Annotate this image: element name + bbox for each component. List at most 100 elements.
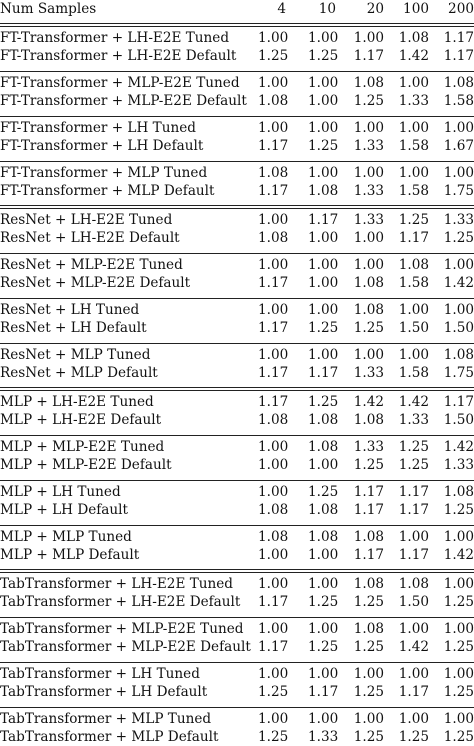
section-rule xyxy=(0,435,474,436)
table-row: ResNet + LH Default 1.17 1.25 1.25 1.50 1.50 xyxy=(0,319,474,337)
value-cell: 1.08 xyxy=(353,75,384,91)
row-label: TabTransformer + MLP-E2E Tuned xyxy=(0,621,244,637)
value-cell: 1.17 xyxy=(353,484,384,500)
value-cell: 1.08 xyxy=(308,412,339,428)
value-cell: 1.00 xyxy=(353,666,384,682)
value-cell: 1.25 xyxy=(353,639,384,655)
value-cell: 1.00 xyxy=(443,165,474,181)
row-label: MLP + MLP-E2E Default xyxy=(0,457,172,473)
value-cell: 1.42 xyxy=(398,394,429,410)
value-cell: 1.33 xyxy=(443,457,474,473)
value-cell: 1.00 xyxy=(308,75,339,91)
value-cell: 1.58 xyxy=(398,365,429,381)
value-cell: 1.00 xyxy=(308,621,339,637)
value-cell: 1.00 xyxy=(353,347,384,363)
value-cell: 1.00 xyxy=(258,666,289,682)
section-rule xyxy=(0,525,474,526)
value-cell: 1.00 xyxy=(308,302,339,318)
value-cell: 1.00 xyxy=(308,93,339,109)
value-cell: 1.33 xyxy=(353,138,384,154)
value-cell: 1.50 xyxy=(398,320,429,336)
value-cell: 1.00 xyxy=(398,621,429,637)
value-cell: 1.00 xyxy=(258,120,289,136)
row-label: TabTransformer + LH Default xyxy=(0,684,208,700)
row-label: FT-Transformer + LH Default xyxy=(0,138,204,154)
double-rule xyxy=(0,23,474,27)
value-cell: 1.00 xyxy=(258,302,289,318)
value-cell: 1.00 xyxy=(353,711,384,727)
table-row: MLP + MLP Tuned 1.08 1.08 1.08 1.00 1.00 xyxy=(0,528,474,546)
row-label: MLP + LH Default xyxy=(0,502,128,518)
value-cell: 1.00 xyxy=(443,666,474,682)
value-cell: 1.42 xyxy=(398,48,429,64)
value-cell: 1.25 xyxy=(443,502,474,518)
value-cell: 1.00 xyxy=(398,666,429,682)
value-cell: 1.50 xyxy=(443,412,474,428)
value-cell: 1.08 xyxy=(308,183,339,199)
value-cell: 1.08 xyxy=(258,165,289,181)
table-row: MLP + LH Tuned 1.00 1.25 1.17 1.17 1.08 xyxy=(0,483,474,501)
value-cell: 1.33 xyxy=(353,212,384,228)
table-row: ResNet + LH Tuned 1.00 1.00 1.08 1.00 1.00 xyxy=(0,301,474,319)
value-cell: 1.08 xyxy=(443,347,474,363)
table-row: FT-Transformer + MLP-E2E Default 1.08 1.00… xyxy=(0,92,474,110)
value-cell: 1.00 xyxy=(258,547,289,563)
value-cell: 1.08 xyxy=(443,484,474,500)
value-cell: 1.17 xyxy=(398,230,429,246)
value-cell: 1.00 xyxy=(308,257,339,273)
value-cell: 1.42 xyxy=(353,394,384,410)
value-cell: 1.33 xyxy=(353,183,384,199)
value-cell: 1.00 xyxy=(398,165,429,181)
table-row: FT-Transformer + LH-E2E Default 1.25 1.25 1… xyxy=(0,47,474,65)
value-cell: 1.00 xyxy=(258,347,289,363)
row-label: FT-Transformer + LH-E2E Tuned xyxy=(0,30,230,46)
table-row: FT-Transformer + LH Tuned 1.00 1.00 1.00 1.0… xyxy=(0,119,474,137)
value-cell: 1.25 xyxy=(353,93,384,109)
row-label: FT-Transformer + MLP-E2E Tuned xyxy=(0,75,240,91)
value-cell: 1.00 xyxy=(308,30,339,46)
value-cell: 1.00 xyxy=(353,30,384,46)
value-cell: 1.08 xyxy=(258,412,289,428)
row-label: ResNet + MLP Tuned xyxy=(0,347,151,363)
value-cell: 1.25 xyxy=(308,320,339,336)
value-cell: 1.17 xyxy=(353,502,384,518)
value-cell: 1.08 xyxy=(353,275,384,291)
value-cell: 1.00 xyxy=(353,120,384,136)
value-cell: 1.00 xyxy=(443,621,474,637)
row-label: FT-Transformer + MLP Default xyxy=(0,183,215,199)
value-cell: 1.25 xyxy=(443,230,474,246)
value-cell: 1.00 xyxy=(398,711,429,727)
row-label: MLP + LH Tuned xyxy=(0,484,121,500)
row-label: MLP + LH-E2E Tuned xyxy=(0,394,154,410)
table-row: TabTransformer + MLP Default 1.25 1.33 1.25… xyxy=(0,728,474,746)
value-cell: 1.00 xyxy=(258,30,289,46)
double-rule xyxy=(0,205,474,209)
row-label: ResNet + LH Default xyxy=(0,320,147,336)
value-cell: 1.00 xyxy=(308,165,339,181)
value-cell: 1.17 xyxy=(398,502,429,518)
value-cell: 1.25 xyxy=(258,48,289,64)
value-cell: 1.58 xyxy=(398,183,429,199)
value-cell: 1.17 xyxy=(258,138,289,154)
value-cell: 1.25 xyxy=(398,439,429,455)
value-cell: 1.08 xyxy=(308,529,339,545)
value-cell: 1.08 xyxy=(353,529,384,545)
value-cell: 1.00 xyxy=(308,547,339,563)
value-cell: 1.08 xyxy=(443,75,474,91)
header-col-20: 20 xyxy=(366,1,384,17)
value-cell: 1.00 xyxy=(258,457,289,473)
value-cell: 1.00 xyxy=(258,212,289,228)
row-label: TabTransformer + LH-E2E Tuned xyxy=(0,576,234,592)
value-cell: 1.08 xyxy=(258,93,289,109)
value-cell: 1.58 xyxy=(398,275,429,291)
value-cell: 1.00 xyxy=(308,347,339,363)
table-row: MLP + MLP Default 1.00 1.00 1.17 1.17 1.42 xyxy=(0,546,474,564)
row-label: FT-Transformer + MLP-E2E Default xyxy=(0,93,247,109)
value-cell: 1.00 xyxy=(443,576,474,592)
row-label: FT-Transformer + LH-E2E Default xyxy=(0,48,237,64)
value-cell: 1.33 xyxy=(398,412,429,428)
table-row: TabTransformer + MLP-E2E Default 1.17 1.25… xyxy=(0,638,474,656)
value-cell: 1.25 xyxy=(398,457,429,473)
value-cell: 1.08 xyxy=(258,230,289,246)
